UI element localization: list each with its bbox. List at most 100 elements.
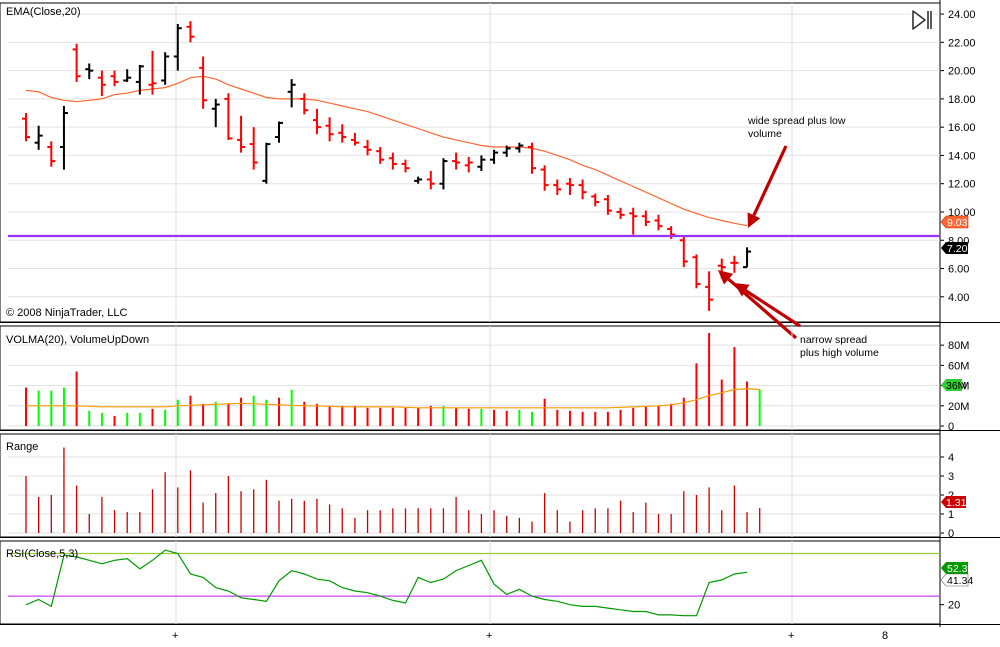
price-bar: [426, 170, 435, 190]
y-tick-label: 20.00: [948, 66, 976, 78]
price-bar: [350, 132, 359, 146]
arrow-shaft: [744, 289, 801, 328]
price-bar: [502, 145, 511, 157]
price-bar: [72, 43, 81, 82]
price-bar: [730, 255, 739, 273]
y-tick-label: 20: [948, 600, 960, 612]
y-tick-label: 4.00: [948, 292, 969, 304]
time-axis: + + +8: [172, 630, 888, 642]
price-bar: [490, 149, 499, 164]
price-bar: [338, 124, 347, 143]
rsi-line: [25, 549, 748, 617]
range-bars: [25, 447, 761, 533]
svg-text:7.20: 7.20: [947, 243, 968, 255]
x-tick-label: 8: [882, 630, 888, 642]
annotation-arrows: [718, 145, 801, 340]
y-tick-label: 0: [948, 528, 954, 540]
price-bar: [85, 63, 94, 80]
volume-ma: [26, 387, 760, 409]
range-grid: [8, 434, 940, 537]
price-bar: [199, 56, 208, 109]
price-grid: [8, 3, 940, 322]
price-bar: [565, 178, 574, 196]
copyright: © 2008 NinjaTrader, LLC: [6, 307, 127, 319]
y-tick-label: 18.00: [948, 94, 976, 106]
y-tick-label: 12.00: [948, 179, 976, 191]
range-value-tag: 1.31: [941, 496, 967, 509]
price-bar: [705, 271, 714, 311]
price-bar: [540, 165, 549, 191]
price-bar: [515, 142, 524, 153]
svg-text:36M: 36M: [946, 380, 966, 392]
x-tick-label: +: [486, 630, 492, 642]
x-tick-label: +: [172, 630, 178, 642]
price-bar: [414, 176, 423, 184]
svg-text:plus high volume: plus high volume: [800, 347, 879, 359]
svg-text:volume: volume: [748, 128, 782, 140]
price-bar: [47, 141, 56, 167]
next-page-icon[interactable]: [911, 9, 933, 31]
ema-line: [25, 75, 748, 227]
rsi-grid: [175, 541, 793, 624]
price-panel-title: EMA(Close,20): [6, 6, 81, 18]
price-bar: [135, 64, 144, 95]
y-tick-label: 80M: [948, 340, 969, 352]
price-bar: [464, 156, 473, 173]
annotation-wide-spread: wide spread plus low volume: [747, 115, 846, 140]
price-bar: [654, 214, 663, 231]
price-bar: [173, 23, 182, 71]
rsi-value-tag-2: 41.34: [940, 573, 973, 587]
price-bar: [22, 113, 30, 142]
price-bar: [186, 21, 195, 43]
last-price-tag: 7.20: [941, 242, 968, 255]
ema-series: [25, 75, 748, 227]
price-bar: [123, 69, 132, 82]
price-bar: [110, 70, 119, 87]
y-tick-label: 60M: [948, 360, 969, 372]
price-bar: [452, 152, 461, 170]
annotation-narrow-spread: narrow spread plus high volume: [800, 334, 879, 359]
svg-text:narrow spread: narrow spread: [800, 334, 867, 346]
price-bar: [388, 152, 397, 170]
price-bar: [237, 115, 246, 153]
rsi-lines: [8, 549, 940, 617]
price-bar: [439, 158, 448, 190]
arrow-head: [718, 270, 734, 285]
price-bar: [325, 117, 334, 142]
y-tick-label: 1: [948, 509, 954, 521]
price-bar: [477, 155, 486, 171]
price-bar: [553, 179, 562, 196]
range-panel-title: Range: [6, 441, 38, 453]
svg-text:41.34: 41.34: [947, 575, 973, 587]
volume-value-tag: 36M: [941, 379, 966, 392]
rsi-axis: 20: [940, 600, 960, 612]
ema-value-tag: 9.03: [940, 215, 969, 229]
price-bar: [312, 108, 321, 135]
y-tick-label: 0: [948, 421, 954, 433]
price-bar: [363, 139, 372, 156]
price-bar: [578, 179, 587, 200]
arrow-head: [734, 283, 750, 297]
y-tick-label: 6.00: [948, 264, 969, 276]
volume-panel-title: VOLMA(20), VolumeUpDown: [6, 334, 149, 346]
svg-text:52.39: 52.39: [947, 563, 973, 575]
price-bar: [629, 207, 638, 235]
panel-frame-rng: [0, 433, 941, 538]
y-tick-label: 16.00: [948, 122, 976, 134]
price-bar: [591, 193, 600, 207]
arrow-shaft: [752, 145, 788, 216]
rsi-value-tag-1: 52.39: [941, 562, 973, 575]
price-bar: [262, 142, 271, 184]
volume-ma-line: [26, 387, 760, 409]
price-bar: [743, 247, 752, 269]
price-bars: [22, 21, 752, 311]
volume-axis: 80M60M40M20M0: [940, 340, 969, 433]
arrow: [718, 270, 798, 340]
volume-bars: [25, 333, 761, 426]
price-bar: [641, 210, 650, 227]
price-bar: [376, 146, 385, 164]
price-bar: [59, 105, 68, 170]
price-bar: [224, 93, 233, 140]
y-tick-label: 4: [948, 452, 954, 464]
